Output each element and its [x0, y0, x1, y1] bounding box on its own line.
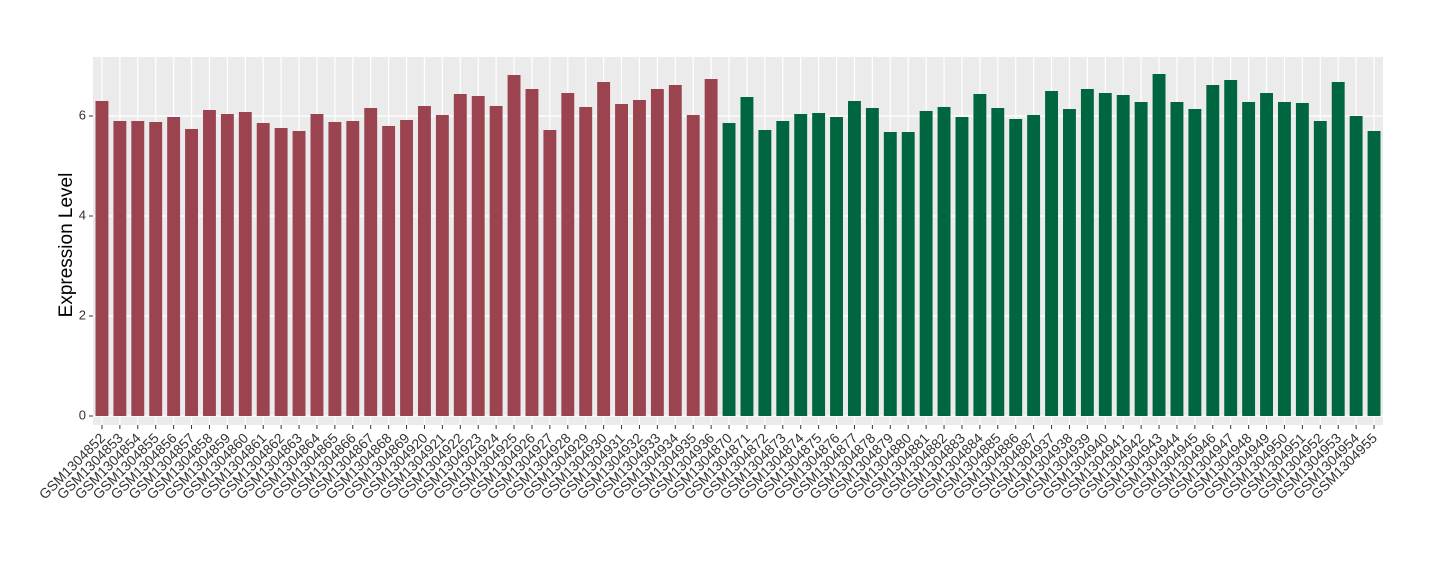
bar	[1063, 109, 1076, 416]
bar	[346, 121, 360, 416]
bar	[1242, 102, 1256, 416]
bar	[1134, 102, 1148, 416]
bar	[758, 130, 772, 416]
bar	[1116, 95, 1130, 416]
y-tick-label: 6	[79, 107, 86, 122]
bar	[149, 122, 163, 416]
bar	[973, 94, 987, 416]
bar	[1027, 115, 1041, 416]
bar	[668, 85, 682, 416]
bar	[310, 114, 324, 416]
bar	[1331, 82, 1345, 416]
bar	[722, 123, 736, 416]
bar	[453, 94, 467, 416]
bar	[919, 111, 933, 416]
bar	[1009, 119, 1023, 416]
bar	[167, 117, 181, 416]
bar	[489, 106, 503, 416]
bar	[1188, 109, 1202, 416]
bar	[794, 114, 808, 416]
bar	[1313, 121, 1327, 416]
bar	[686, 115, 700, 416]
bar	[561, 93, 575, 416]
bar	[848, 101, 861, 416]
bar	[203, 110, 216, 416]
bar	[95, 101, 109, 416]
bar	[131, 121, 145, 416]
y-tick-label: 0	[79, 407, 86, 422]
bar	[113, 121, 127, 416]
bar	[633, 100, 646, 416]
bar	[704, 79, 718, 416]
bar	[525, 89, 539, 416]
bar	[1260, 93, 1273, 416]
bar	[955, 117, 969, 416]
y-tick-label: 2	[79, 307, 86, 322]
plot-panel	[93, 57, 1383, 425]
bar	[435, 115, 449, 416]
bar	[937, 107, 951, 416]
bar	[1349, 116, 1363, 416]
bar	[650, 89, 664, 416]
bar	[238, 112, 252, 416]
bar	[812, 113, 826, 416]
bar	[1367, 131, 1381, 416]
bar	[1224, 80, 1238, 416]
bar	[292, 131, 306, 416]
bar	[597, 82, 611, 416]
bar	[328, 122, 342, 416]
bar	[1206, 85, 1220, 416]
bar	[382, 126, 396, 416]
bar	[615, 104, 628, 416]
bar	[1295, 103, 1309, 416]
bar	[364, 108, 378, 416]
bar	[901, 132, 915, 416]
bar	[991, 108, 1005, 416]
bar	[883, 132, 897, 416]
bar	[471, 96, 485, 416]
bar	[1278, 102, 1291, 416]
bar	[830, 117, 843, 416]
bar	[1170, 102, 1184, 416]
bar	[256, 123, 270, 416]
bar	[400, 120, 413, 416]
bar	[1098, 93, 1112, 416]
bar	[865, 108, 879, 416]
y-tick-label: 4	[79, 207, 86, 222]
bar	[543, 130, 557, 416]
bar	[1045, 91, 1058, 416]
bar	[776, 121, 790, 416]
bar	[185, 129, 198, 416]
bar	[579, 107, 593, 416]
bar	[740, 97, 754, 416]
bar	[418, 106, 431, 416]
bar	[274, 128, 288, 416]
bar	[220, 114, 234, 416]
bar	[1080, 89, 1094, 416]
bar	[507, 75, 521, 416]
bar	[1152, 74, 1166, 416]
y-axis-title: Expression Level	[56, 173, 77, 318]
